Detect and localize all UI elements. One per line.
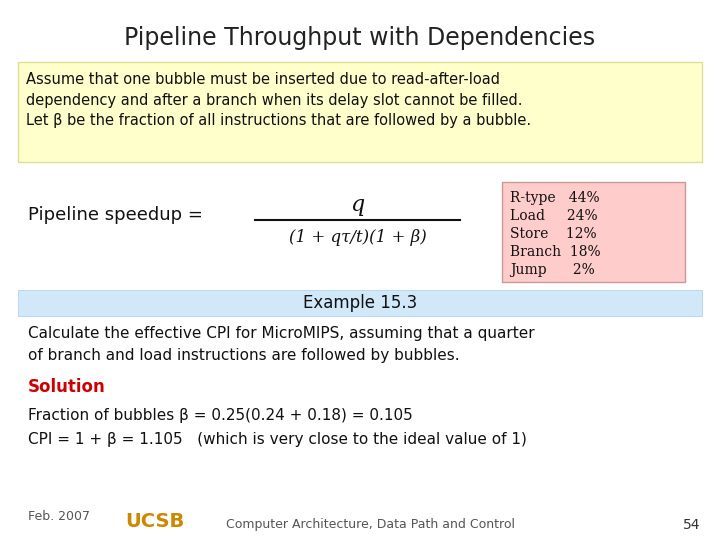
Text: Load     24%: Load 24% [510, 209, 598, 223]
Text: UCSB: UCSB [125, 512, 184, 531]
Text: Pipeline Throughput with Dependencies: Pipeline Throughput with Dependencies [125, 26, 595, 50]
FancyBboxPatch shape [18, 290, 702, 316]
Text: Example 15.3: Example 15.3 [303, 294, 417, 312]
Text: CPI = 1 + β = 1.105   (which is very close to the ideal value of 1): CPI = 1 + β = 1.105 (which is very close… [28, 432, 527, 447]
Text: (1 + qτ/t)(1 + β): (1 + qτ/t)(1 + β) [289, 230, 426, 246]
Text: Let β be the fraction of all instructions that are followed by a bubble.: Let β be the fraction of all instruction… [26, 112, 531, 127]
Text: Store    12%: Store 12% [510, 227, 597, 241]
Text: Jump      2%: Jump 2% [510, 263, 595, 277]
Text: R-type   44%: R-type 44% [510, 191, 600, 205]
Text: Pipeline speedup =: Pipeline speedup = [28, 206, 209, 224]
Text: Fraction of bubbles β = 0.25(0.24 + 0.18) = 0.105: Fraction of bubbles β = 0.25(0.24 + 0.18… [28, 408, 413, 423]
Text: Feb. 2007: Feb. 2007 [28, 510, 90, 523]
Text: 54: 54 [683, 518, 700, 532]
Text: Computer Architecture, Data Path and Control: Computer Architecture, Data Path and Con… [225, 518, 515, 531]
FancyBboxPatch shape [502, 182, 685, 282]
Text: Solution: Solution [28, 378, 106, 396]
Text: Assume that one bubble must be inserted due to read-after-load: Assume that one bubble must be inserted … [26, 72, 500, 87]
Text: q: q [351, 194, 364, 216]
Text: Calculate the effective CPI for MicroMIPS, assuming that a quarter: Calculate the effective CPI for MicroMIP… [28, 326, 535, 341]
Text: Branch  18%: Branch 18% [510, 245, 600, 259]
Text: of branch and load instructions are followed by bubbles.: of branch and load instructions are foll… [28, 348, 459, 363]
Text: dependency and after a branch when its delay slot cannot be filled.: dependency and after a branch when its d… [26, 92, 523, 107]
FancyBboxPatch shape [18, 62, 702, 162]
